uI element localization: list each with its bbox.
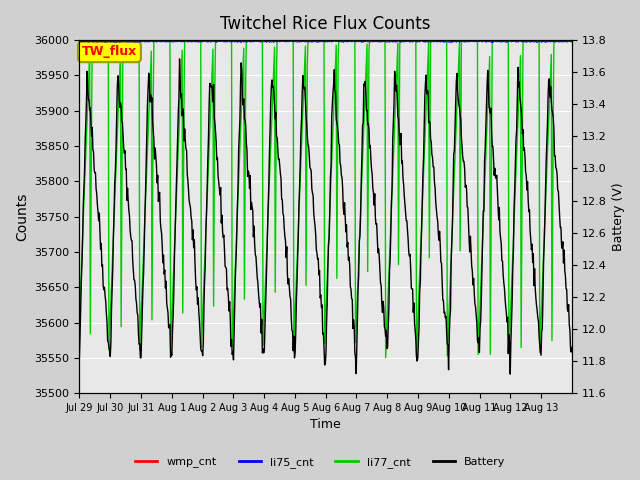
Title: Twitchel Rice Flux Counts: Twitchel Rice Flux Counts xyxy=(220,15,431,33)
X-axis label: Time: Time xyxy=(310,419,341,432)
Y-axis label: Battery (V): Battery (V) xyxy=(612,182,625,251)
Y-axis label: Counts: Counts xyxy=(15,192,29,241)
Legend: wmp_cnt, li75_cnt, li77_cnt, Battery: wmp_cnt, li75_cnt, li77_cnt, Battery xyxy=(131,452,509,472)
Text: TW_flux: TW_flux xyxy=(82,46,137,59)
